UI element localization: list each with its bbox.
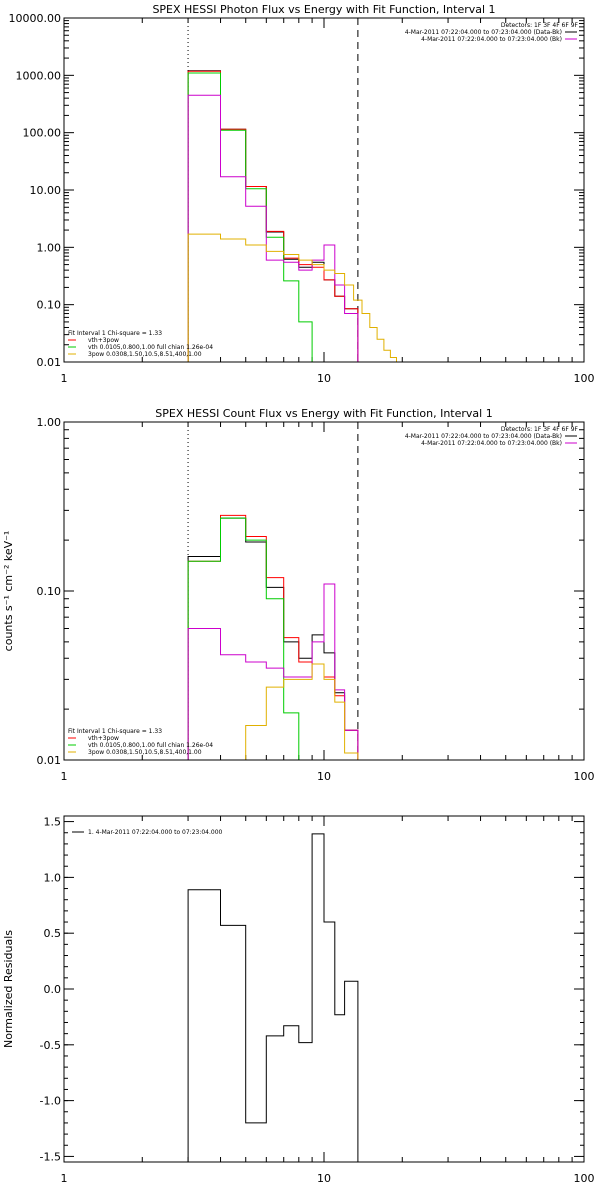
series-group	[187, 514, 359, 760]
y-tick-label: 10000.00	[9, 12, 62, 25]
y-tick-label: 10.00	[30, 184, 62, 197]
x-tick-label: 100	[574, 1172, 595, 1185]
fit-legend-entry: vth+3pow	[88, 735, 119, 742]
legend-entry: Detectors: 1F 3F 4F 6F 9F	[501, 426, 579, 433]
series-line	[187, 70, 359, 362]
chart-title: SPEX HESSI Count Flux vs Energy with Fit…	[155, 407, 492, 420]
fit-legend-entry: 3pow 0.0308,1.50,10.5,8.51,400,1.00	[88, 749, 202, 756]
fit-legend-entry: vth 0.0105,0.800,1.00 full chian 1.26e-0…	[88, 344, 213, 351]
y-tick-label: -0.5	[40, 1039, 61, 1052]
y-tick-label: 0.0	[44, 983, 62, 996]
plot-frame	[63, 815, 585, 1163]
y-tick-label: 1.0	[44, 871, 62, 884]
x-tick-label: 10	[317, 770, 331, 783]
series-group	[187, 833, 359, 1162]
x-minor-ticks	[64, 816, 584, 1162]
x-tick-label: 100	[574, 372, 595, 385]
legend-entry: Detectors: 1F 3F 4F 6F 9F	[501, 22, 579, 29]
series-line	[187, 72, 358, 362]
chart-title: SPEX HESSI Photon Flux vs Energy with Fi…	[152, 3, 495, 16]
x-tick-label: 1	[61, 372, 68, 385]
x-tick-label: 10	[317, 1172, 331, 1185]
legend: Detectors: 1F 3F 4F 6F 9F4-Mar-2011 07:2…	[405, 22, 579, 43]
fit-legend-entry: Fit Interval 1 Chi-square = 1.33	[68, 330, 162, 337]
y-tick-label: -1.5	[40, 1150, 61, 1163]
fit-legend-entry: vth 0.0105,0.800,1.00 full chian 1.26e-0…	[88, 742, 213, 749]
photon-flux-panel: SPEX HESSI Photon Flux vs Energy with Fi…	[9, 3, 595, 385]
y-tick-label: 1000.00	[16, 69, 62, 82]
fit-legend-entry: 3pow 0.0308,1.50,10.5,8.51,400,1.00	[88, 351, 202, 358]
legend: Detectors: 1F 3F 4F 6F 9F4-Mar-2011 07:2…	[405, 426, 579, 447]
y-tick-label: 0.5	[44, 927, 62, 940]
y-tick-label: 0.01	[37, 754, 62, 767]
legend-entry: 4-Mar-2011 07:22:04.000 to 07:23:04.000 …	[421, 36, 562, 43]
x-tick-label: 10	[317, 372, 331, 385]
legend-entry: 4-Mar-2011 07:22:04.000 to 07:23:04.000 …	[421, 440, 562, 447]
x-tick-label: 1	[61, 770, 68, 783]
x-minor-ticks	[64, 18, 584, 362]
fit-legend-entry: Fit Interval 1 Chi-square = 1.33	[68, 728, 162, 735]
y-tick-label: 0.10	[37, 299, 62, 312]
series-line	[187, 94, 359, 362]
y-axis-label: Normalized Residuals	[2, 930, 15, 1048]
y-tick-label: 0.01	[37, 356, 62, 369]
plot-frame	[63, 421, 585, 761]
y-tick-label: 0.10	[37, 585, 62, 598]
count-flux-panel: SPEX HESSI Count Flux vs Energy with Fit…	[2, 407, 595, 783]
fit-legend: Fit Interval 1 Chi-square = 1.33vth+3pow…	[68, 728, 213, 756]
series-line	[187, 583, 359, 760]
y-axis-label: counts s⁻¹ cm⁻² keV⁻¹	[2, 531, 15, 652]
y-tick-label: 1.00	[37, 416, 62, 429]
y-tick-label: -1.0	[40, 1095, 61, 1108]
series-group	[187, 70, 403, 362]
x-minor-ticks	[64, 422, 584, 760]
fit-legend: Fit Interval 1 Chi-square = 1.33vth+3pow…	[68, 330, 213, 358]
x-tick-label: 100	[574, 770, 595, 783]
y-tick-label: 100.00	[23, 127, 62, 140]
y-tick-label: 1.5	[44, 816, 62, 829]
series-line	[187, 517, 359, 760]
legend-entry: 4-Mar-2011 07:22:04.000 to 07:23:04.000 …	[405, 433, 562, 440]
series-line	[188, 663, 359, 760]
fit-legend-entry: vth+3pow	[88, 337, 119, 344]
y-tick-label: 1.00	[37, 241, 62, 254]
series-line	[187, 517, 358, 760]
plot-frame	[63, 17, 585, 363]
series-line	[187, 514, 359, 760]
legend-entry: 4-Mar-2011 07:22:04.000 to 07:23:04.000 …	[405, 29, 562, 36]
series-line	[187, 833, 359, 1162]
legend: 1. 4-Mar-2011 07:22:04.000 to 07:23:04.0…	[72, 829, 223, 836]
series-line	[187, 233, 403, 362]
legend-entry: 1. 4-Mar-2011 07:22:04.000 to 07:23:04.0…	[88, 829, 223, 836]
residuals-panel: Normalized Residuals 1 10 100 -1.5 -1.0 -0.5 0.…	[2, 815, 595, 1185]
x-tick-label: 1	[61, 1172, 68, 1185]
series-line	[187, 70, 359, 362]
